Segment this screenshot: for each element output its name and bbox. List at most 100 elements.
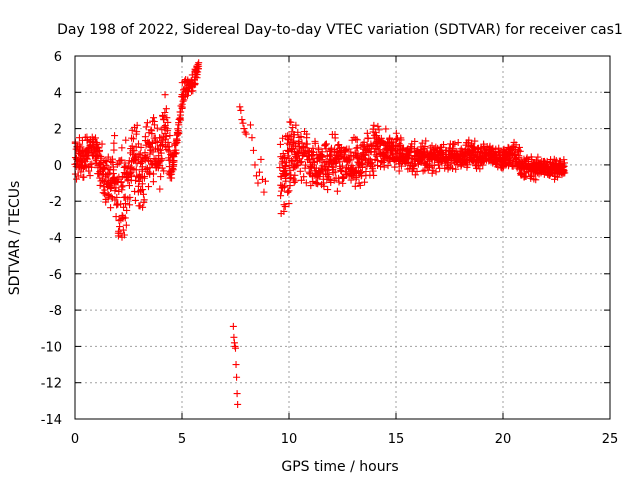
data-point: [96, 146, 104, 154]
data-point: [236, 103, 244, 111]
data-point: [307, 182, 315, 190]
data-point: [428, 142, 436, 150]
data-point: [162, 105, 170, 113]
data-point: [119, 226, 127, 234]
data-point: [131, 196, 139, 204]
data-point: [118, 186, 126, 194]
data-point: [241, 128, 249, 136]
data-point: [532, 176, 540, 184]
data-point: [155, 145, 163, 153]
data-point: [110, 146, 118, 154]
data-point: [311, 137, 319, 145]
x-axis-label: GPS time / hours: [281, 459, 398, 475]
data-point: [135, 151, 143, 159]
data-point: [158, 155, 166, 163]
data-point: [107, 193, 115, 201]
y-tick-label: 0: [54, 159, 62, 174]
data-point: [325, 175, 333, 183]
data-point: [379, 158, 387, 166]
data-point: [384, 162, 392, 170]
data-point: [528, 155, 536, 163]
data-point: [471, 137, 479, 145]
data-point: [284, 188, 292, 196]
data-point: [476, 165, 484, 173]
data-point: [295, 137, 303, 145]
gridlines: [75, 56, 610, 419]
data-point: [447, 160, 455, 168]
data-point: [73, 175, 81, 183]
data-point: [345, 155, 353, 163]
data-point: [287, 118, 295, 126]
data-point: [158, 164, 166, 172]
data-point: [296, 159, 304, 167]
data-point: [279, 157, 287, 165]
data-point: [364, 135, 372, 143]
data-point: [238, 116, 246, 124]
data-point: [252, 172, 260, 180]
data-point: [248, 134, 256, 142]
data-point: [152, 137, 160, 145]
data-point: [285, 161, 293, 169]
data-point: [260, 188, 268, 196]
data-point: [314, 144, 322, 152]
y-tick-label: -4: [49, 232, 62, 247]
data-point: [353, 144, 361, 152]
data-point: [298, 158, 306, 166]
data-point: [276, 140, 284, 148]
data-point: [285, 200, 293, 208]
data-point: [373, 132, 381, 140]
data-point: [127, 171, 135, 179]
data-point: [326, 147, 334, 155]
x-tick-label: 10: [281, 432, 298, 447]
data-point: [280, 207, 288, 215]
plot-frame: [74, 55, 611, 420]
data-point: [140, 174, 148, 182]
data-point: [83, 155, 91, 163]
data-point: [413, 167, 421, 175]
data-point: [111, 132, 119, 140]
data-point: [137, 143, 145, 151]
data-point: [358, 164, 366, 172]
data-points: [71, 59, 569, 408]
data-point: [294, 128, 302, 136]
data-point: [96, 160, 104, 168]
data-point: [120, 203, 128, 211]
data-point: [333, 187, 341, 195]
data-point: [352, 135, 360, 143]
x-tick-label: 0: [71, 432, 79, 447]
data-point: [334, 141, 342, 149]
data-point: [165, 147, 173, 155]
data-point: [242, 130, 250, 138]
data-point: [101, 156, 109, 164]
data-point: [161, 109, 169, 117]
data-point: [109, 155, 117, 163]
data-point: [362, 168, 370, 176]
data-point: [104, 153, 112, 161]
y-tick-label: -8: [49, 304, 62, 319]
data-point: [234, 400, 242, 408]
data-point: [342, 146, 350, 154]
data-point: [105, 170, 113, 178]
data-point: [233, 390, 241, 398]
data-point: [107, 185, 115, 193]
data-point: [406, 148, 414, 156]
data-point: [380, 163, 388, 171]
data-point: [515, 143, 523, 151]
data-point: [489, 144, 497, 152]
data-point: [411, 137, 419, 145]
data-point: [140, 198, 148, 206]
data-point: [304, 147, 312, 155]
data-point: [560, 167, 568, 175]
data-point: [116, 157, 124, 165]
data-point: [554, 173, 562, 181]
data-point: [560, 159, 568, 167]
data-point: [293, 162, 301, 170]
data-point: [303, 130, 311, 138]
data-point: [88, 160, 96, 168]
data-point: [239, 119, 247, 127]
data-point: [286, 182, 294, 190]
data-point: [391, 163, 399, 171]
data-point: [125, 182, 133, 190]
data-point: [126, 193, 134, 201]
y-tick-label: -6: [49, 268, 62, 283]
